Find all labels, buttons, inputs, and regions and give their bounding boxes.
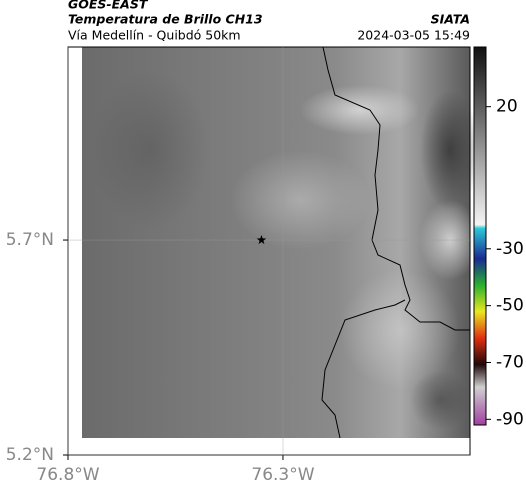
- x-tick-label: 76.8°W: [36, 465, 99, 485]
- y-tick-label: 5.2°N: [6, 445, 54, 465]
- boundary: [321, 299, 406, 439]
- colorbar-tick-label: 20: [496, 97, 518, 117]
- colorbar-tick-label: -30: [496, 239, 524, 259]
- colorbar: [473, 46, 487, 426]
- y-tick-label: 5.7°N: [6, 230, 54, 250]
- region: Vía Medellín - Quibdó 50km: [68, 28, 241, 43]
- location-marker: [256, 235, 267, 245]
- satellite-image: [82, 47, 480, 438]
- product: Temperatura de Brillo CH13: [68, 12, 263, 27]
- boundary: [322, 46, 470, 331]
- colorbar-tick-label: -70: [496, 352, 524, 372]
- x-tick-label: 76.3°W: [251, 465, 314, 485]
- colorbar-tick-label: -90: [496, 409, 524, 429]
- source: GOES-EAST: [68, 0, 149, 12]
- timestamp: 2024-03-05 15:49: [357, 28, 470, 43]
- colorbar-tick-label: -50: [496, 296, 524, 316]
- institution: SIATA: [431, 12, 470, 27]
